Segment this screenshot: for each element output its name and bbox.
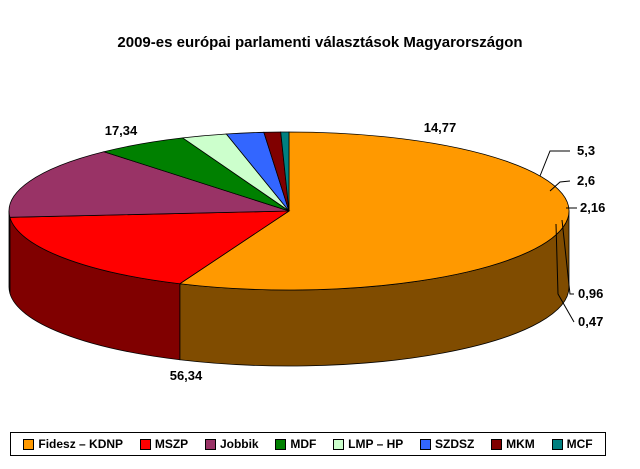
legend-item-mkm: MKM (491, 437, 535, 451)
pie-slice-mszp (9, 210, 291, 285)
legend-label: Jobbik (219, 437, 259, 451)
legend-swatch (139, 438, 151, 450)
legend-label: LMP – HP (348, 437, 404, 451)
data-label-lmp-hp: 2,6 (577, 173, 595, 188)
legend-item-lmp-hp: LMP – HP (333, 437, 403, 451)
pie-slice-mcf (280, 131, 290, 212)
legend-swatch (491, 438, 503, 450)
legend-label: MSZP (154, 437, 189, 451)
legend-label: MDF (290, 437, 317, 451)
legend-label: Fidesz – KDNP (38, 437, 124, 451)
data-label-mdf: 5,3 (577, 143, 595, 158)
pie-data-labels: 56,34 17,34 14,77 5,3 2,6 2,16 0,96 0,47 (105, 120, 606, 383)
data-label-mszp: 17,34 (105, 123, 138, 138)
legend-item-fidesz-kdnp: Fidesz – KDNP (23, 437, 123, 451)
pie-slice-fidesz-kdnp (178, 131, 570, 291)
data-label-mcf: 0,47 (578, 314, 603, 329)
legend-swatch (551, 438, 563, 450)
leader-line-mkm (561, 219, 574, 295)
data-label-mkm: 0,96 (578, 286, 603, 301)
legend: Fidesz – KDNP MSZP Jobbik MDF LMP – HP SZDSZ M… (10, 432, 606, 456)
chart-title: 2009-es európai parlamenti választások M… (117, 34, 523, 51)
pie-tops (8, 131, 570, 291)
legend-swatch (333, 438, 345, 450)
legend-item-mcf: MCF (551, 437, 593, 451)
legend-item-szdsz: SZDSZ (420, 437, 474, 451)
legend-item-mdf: MDF (275, 437, 316, 451)
legend-item-jobbik: Jobbik (204, 437, 259, 451)
data-label-fidesz-kdnp: 56,34 (170, 368, 203, 383)
pie-leader-lines (539, 150, 577, 323)
legend-item-mszp: MSZP (139, 437, 189, 451)
legend-swatch (275, 438, 287, 450)
pie-side-jobbik (8, 210, 11, 294)
legend-swatch (23, 438, 35, 450)
leader-line-mdf (539, 150, 570, 177)
data-label-jobbik: 14,77 (424, 120, 457, 135)
leader-line-mcf (555, 223, 575, 323)
legend-label: MKM (506, 437, 535, 451)
legend-label: MCF (566, 437, 593, 451)
pie-sides (8, 210, 570, 367)
legend-label: SZDSZ (435, 437, 475, 451)
pie-slice-jobbik (8, 151, 290, 218)
data-label-szdsz: 2,16 (580, 200, 605, 215)
leader-line-lmp-hp (549, 180, 571, 192)
legend-swatch (420, 438, 432, 450)
legend-swatch (204, 438, 216, 450)
